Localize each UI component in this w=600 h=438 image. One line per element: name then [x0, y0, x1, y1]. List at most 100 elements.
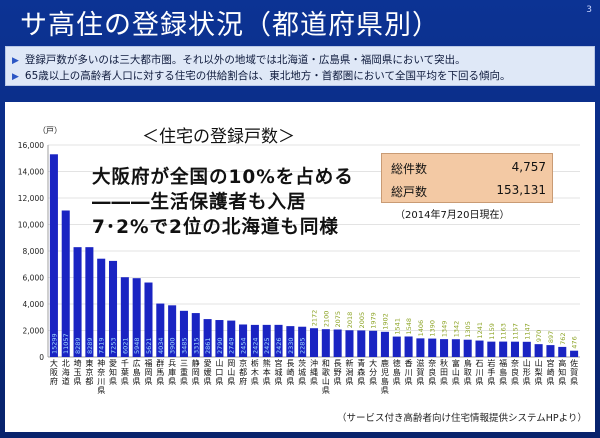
x-tick-label: 鹿児島県 [381, 358, 389, 395]
bullet-box: ▶ 登録戸数が多いのは三大都市圏。それ以外の地域では北海道・広島県・福岡県において… [5, 46, 595, 86]
x-tick-label: 長崎県 [286, 359, 294, 386]
bar [416, 338, 425, 357]
bar [333, 329, 342, 357]
y-tick-label: 14,000 [18, 168, 44, 177]
bar [120, 277, 129, 357]
bar-data-label: 11057 [62, 333, 70, 354]
bar-data-label: 2018 [346, 312, 354, 329]
bar-data-label: 2005 [358, 312, 366, 329]
bar-data-label: 897 [547, 331, 555, 343]
bar-data-label: 1305 [464, 321, 472, 338]
bar-data-label: 762 [559, 332, 567, 344]
x-tick-label: 秋田県 [440, 358, 448, 386]
bar-data-label: 2172 [311, 310, 319, 327]
bar [428, 338, 437, 357]
bar-data-label: 2861 [204, 337, 212, 354]
bar [475, 340, 484, 357]
x-tick-label: 茨城県 [298, 358, 306, 386]
bar-data-label: 7253 [110, 337, 118, 354]
bar-data-label: 6021 [121, 337, 129, 354]
bar [85, 247, 94, 357]
arrow-bullet-icon: ▶ [12, 72, 19, 82]
bar [321, 329, 330, 357]
bar-data-label: 2425 [263, 337, 271, 354]
bar-data-label: 1979 [370, 312, 378, 329]
bar [215, 320, 224, 357]
y-tick-label: 6,000 [23, 274, 45, 283]
x-tick-label: 広島県 [133, 358, 141, 386]
bar-data-label: 2426 [275, 337, 283, 354]
bar-data-label: 1241 [476, 322, 484, 339]
x-tick-label: 群馬県 [156, 358, 164, 386]
bar-data-label: 970 [535, 330, 543, 342]
bar [345, 330, 354, 357]
x-tick-label: 栃木県 [251, 358, 259, 386]
x-tick-label: 大分県 [369, 358, 377, 386]
x-tick-label: 福岡県 [144, 359, 152, 386]
bar-data-label: 3315 [192, 337, 200, 354]
y-tick-label: 16,000 [18, 141, 44, 150]
x-tick-label: 沖縄県 [310, 358, 318, 386]
bar-data-label: 2790 [216, 337, 224, 354]
x-tick-label: 埼玉県 [74, 358, 82, 386]
x-tick-label: 佐賀県 [570, 358, 578, 386]
bar-data-label: 8289 [86, 337, 94, 354]
bar [61, 210, 70, 357]
headline-line: ―――生活保護者も入居 [92, 192, 307, 213]
bar [463, 339, 472, 357]
x-tick-label: 鳥取県 [464, 358, 472, 386]
bar-data-label: 2330 [287, 337, 295, 354]
source-note: （サービス付き高齢者向け住宅情報提供システムHPより） [337, 413, 587, 424]
bar-data-label: 1406 [417, 320, 425, 337]
x-tick-label: 新潟県 [345, 358, 353, 386]
bar-data-label: 1548 [405, 318, 413, 335]
bar-data-label: 1902 [381, 313, 389, 330]
x-tick-label: 滋賀県 [416, 358, 424, 386]
y-tick-label: 2,000 [23, 327, 45, 336]
x-tick-label: 北海道 [62, 359, 70, 386]
bar [73, 247, 82, 357]
y-unit-label: （戸） [38, 126, 62, 135]
bar-data-label: 4034 [157, 337, 165, 354]
bar [49, 154, 58, 357]
x-tick-label: 山口県 [215, 358, 223, 386]
page-number: 3 [586, 5, 592, 15]
bar [404, 336, 413, 357]
x-tick-label: 千葉県 [121, 358, 129, 386]
bar-data-label: 8289 [74, 337, 82, 354]
bar-data-label: 2075 [334, 311, 342, 328]
bar [132, 278, 141, 357]
bar [451, 339, 460, 357]
x-tick-label: 愛媛県 [204, 358, 212, 386]
bar-data-label: 2424 [251, 337, 259, 354]
bar [369, 330, 378, 357]
bar [309, 328, 319, 357]
x-tick-label: 石川県 [476, 359, 484, 386]
bar [499, 341, 508, 357]
bar [534, 344, 543, 357]
bar-data-label: 2454 [240, 337, 248, 354]
bar-data-label: 3900 [169, 337, 177, 354]
x-tick-label: 青森県 [357, 358, 365, 386]
bar [97, 258, 106, 357]
x-tick-label: 富山県 [452, 358, 460, 386]
summary-label: 総戸数 [391, 185, 428, 199]
summary-value: 153,131 [496, 183, 546, 197]
x-tick-label: 和歌山県 [322, 359, 330, 395]
x-tick-label: 熊本県 [263, 358, 271, 386]
bullet-text: 登録戸数が多いのは三大都市圏。それ以外の地域では北海道・広島県・福岡県において突… [24, 54, 466, 66]
x-tick-label: 静岡県 [192, 358, 200, 386]
x-tick-label: 東京都 [85, 358, 93, 386]
bar-data-label: 5621 [145, 337, 153, 354]
bullet-item: ▶ 65歳以上の高齢者人口に対する住宅の供給割合は、東北地方・首都圏において全国平… [12, 68, 510, 83]
bar [262, 324, 271, 357]
x-tick-label: 山梨県 [535, 358, 543, 386]
bar [156, 303, 165, 357]
bar [546, 345, 555, 357]
bar-data-label: 1342 [452, 321, 460, 338]
bar [570, 350, 579, 357]
x-tick-label: 香川県 [405, 358, 413, 386]
bar [298, 326, 307, 357]
